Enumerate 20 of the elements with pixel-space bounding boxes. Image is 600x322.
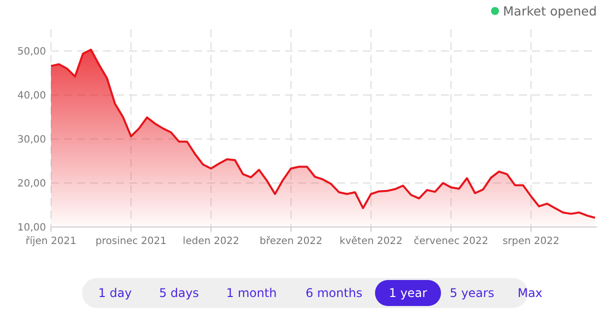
x-tick-label: červenec 2022 (414, 236, 488, 247)
y-tick-label: 40,00 (17, 90, 46, 102)
y-tick-label: 10,00 (17, 222, 46, 234)
text: Max (518, 286, 542, 300)
text: 6 months (306, 286, 362, 300)
y-tick-label: 20,00 (17, 178, 46, 190)
text: 5 years (450, 286, 494, 300)
y-tick-label: 30,00 (17, 134, 46, 146)
x-tick-label: srpen 2022 (502, 236, 560, 247)
text: Market opened (503, 3, 597, 18)
text: 1 day (98, 286, 132, 300)
text: 5 days (159, 286, 199, 300)
x-tick-label: prosinec 2021 (96, 236, 166, 247)
x-tick-label: leden 2022 (182, 236, 240, 247)
x-tick-label: říjen 2021 (26, 236, 76, 247)
text: 1 year (388, 286, 428, 300)
x-tick-label: březen 2022 (260, 236, 322, 247)
text: 1 month (226, 286, 277, 300)
x-tick-label: květen 2022 (340, 236, 402, 247)
y-tick-label: 50,00 (17, 46, 46, 58)
